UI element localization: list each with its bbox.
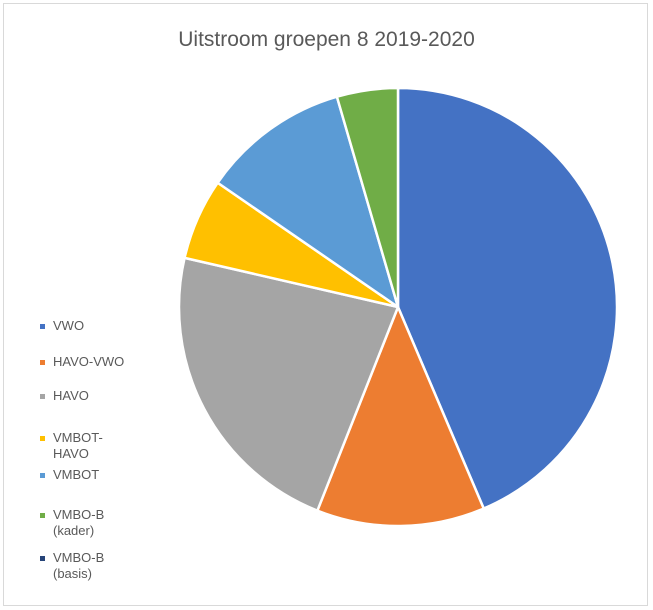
legend-label: VMBO-B (basis)	[53, 550, 104, 582]
legend-label: HAVO-VWO	[53, 354, 124, 370]
legend-item-vmbot: VMBOT	[40, 467, 180, 483]
legend-label: HAVO	[53, 388, 89, 404]
legend-label: VMBOT	[53, 467, 99, 483]
legend-swatch	[40, 513, 45, 518]
legend-item-vmbot-havo: VMBOT- HAVO	[40, 430, 180, 462]
legend-item-vmbo-b-basis: VMBO-B (basis)	[40, 550, 180, 582]
legend-label: VWO	[53, 318, 84, 334]
legend-label: VMBOT- HAVO	[53, 430, 103, 462]
legend-item-havo-vwo: HAVO-VWO	[40, 354, 180, 370]
legend-swatch	[40, 324, 45, 329]
legend-swatch	[40, 360, 45, 365]
legend-item-vmbo-b-kader: VMBO-B (kader)	[40, 507, 180, 539]
legend-swatch	[40, 394, 45, 399]
legend-item-havo: HAVO	[40, 388, 180, 404]
legend-swatch	[40, 556, 45, 561]
legend-swatch	[40, 473, 45, 478]
legend-label: VMBO-B (kader)	[53, 507, 104, 539]
legend-swatch	[40, 436, 45, 441]
legend-item-vwo: VWO	[40, 318, 180, 334]
